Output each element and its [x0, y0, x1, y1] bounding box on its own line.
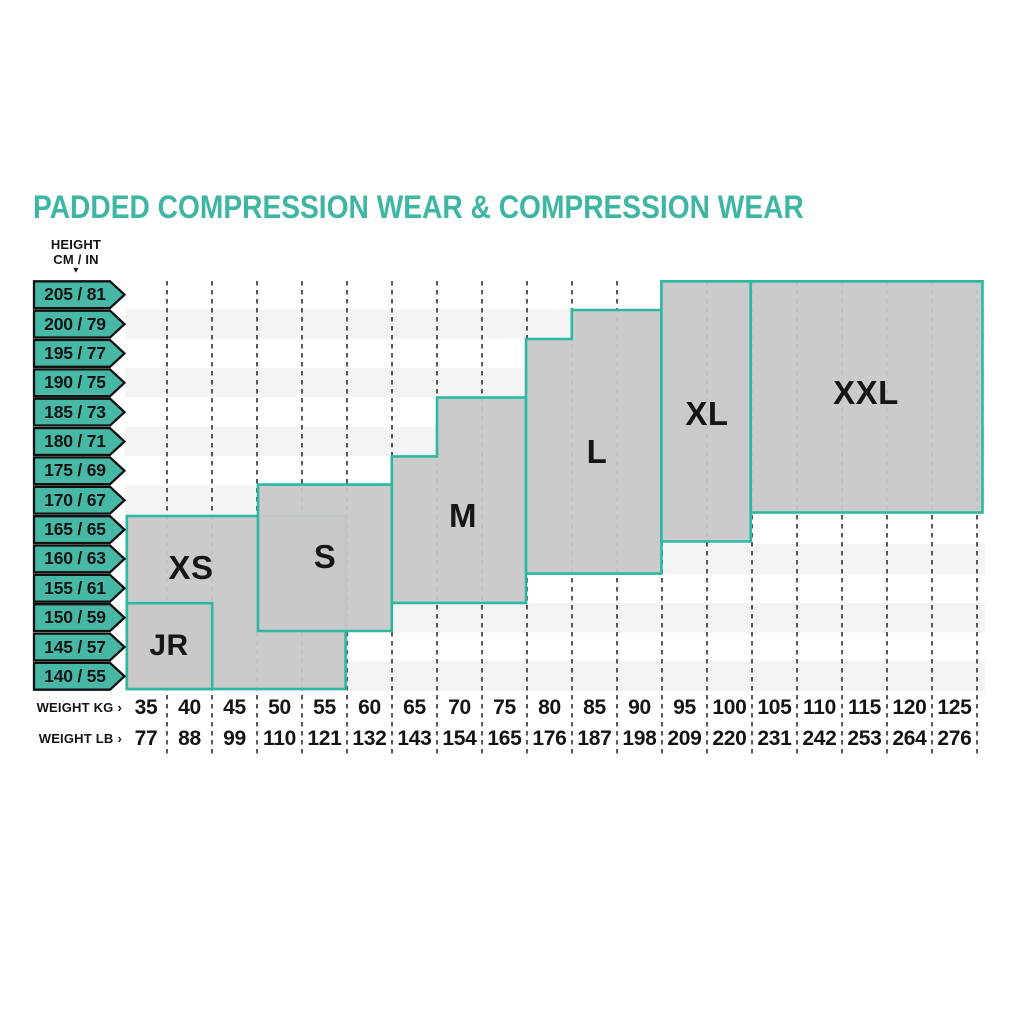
height-badge-label: 185 / 73	[44, 402, 106, 422]
page-title: PADDED COMPRESSION WEAR & COMPRESSION WE…	[33, 189, 804, 225]
weight-lb-value: 165	[487, 726, 522, 750]
weight-kg-value: 70	[448, 695, 471, 719]
height-badge-label: 140 / 55	[44, 666, 106, 686]
height-badge-shape	[32, 456, 127, 486]
height-badge-shape	[32, 515, 127, 545]
weight-lb-value: 88	[178, 726, 201, 750]
height-badge-label: 155 / 61	[44, 578, 106, 598]
weight-lb-axis-text: WEIGHT LB	[38, 731, 114, 746]
height-axis-header-line2: CM / IN	[53, 252, 99, 267]
size-label-l: L	[586, 433, 608, 470]
height-badge-label: 190 / 75	[44, 372, 106, 392]
weight-lb-value: 231	[757, 726, 792, 750]
right-arrow-icon: ›	[117, 700, 122, 715]
weight-lb-value: 176	[532, 726, 567, 750]
weight-kg-axis-text: WEIGHT KG	[36, 700, 114, 715]
size-region-s	[256, 483, 394, 633]
size-region-jr	[125, 601, 214, 691]
weight-kg-value: 85	[583, 695, 606, 719]
right-arrow-icon: ›	[117, 731, 122, 746]
height-badge-shape	[32, 280, 127, 310]
height-badge-shape	[32, 309, 127, 339]
height-badge-label: 180 / 71	[44, 431, 106, 451]
size-region-xl	[660, 280, 752, 543]
height-badge-label: 205 / 81	[44, 284, 106, 304]
height-badges	[32, 280, 127, 691]
weight-kg-value: 40	[178, 695, 201, 719]
weight-kg-value: 105	[757, 695, 792, 719]
weight-kg-value: 110	[803, 695, 836, 719]
size-region-xxl	[749, 280, 984, 514]
weight-kg-value: 65	[403, 695, 426, 719]
weight-lb-value: 121	[307, 726, 342, 750]
height-badge-label: 145 / 57	[44, 637, 106, 657]
weight-kg-value: 35	[134, 695, 158, 719]
height-badge-shape	[32, 368, 127, 398]
height-axis-header: HEIGHT CM / IN ▾	[29, 237, 123, 276]
size-label-xxl: XXL	[833, 374, 899, 411]
weight-kg-value: 55	[313, 695, 336, 719]
height-badge-shape	[32, 603, 127, 633]
weight-kg-axis-label: WEIGHT KG ›	[18, 694, 122, 721]
weight-lb-value: 276	[937, 726, 972, 750]
size-label-s: S	[313, 538, 337, 575]
weight-lb-value: 242	[802, 726, 837, 750]
height-badge-shape	[32, 573, 127, 603]
size-label-xs: XS	[168, 549, 214, 586]
size-regions	[125, 280, 984, 691]
weight-kg-value: 100	[712, 695, 747, 719]
weight-lb-value: 220	[712, 726, 747, 750]
height-badge-label: 200 / 79	[44, 314, 106, 334]
weight-lb-value: 154	[442, 726, 477, 750]
height-badge-label: 175 / 69	[44, 460, 106, 480]
height-axis-header-line1: HEIGHT	[50, 237, 102, 252]
height-badge-shape	[32, 661, 127, 691]
height-badge-shape	[32, 426, 127, 457]
height-badge-shape	[32, 397, 127, 427]
height-badge-label: 160 / 63	[44, 548, 106, 568]
weight-lb-value: 198	[622, 726, 657, 750]
weight-kg-value: 125	[937, 695, 972, 719]
weight-kg-value: 80	[538, 695, 561, 719]
weight-lb-value: 77	[134, 726, 158, 750]
height-badge-shape	[32, 544, 127, 574]
weight-lb-value: 132	[352, 726, 387, 750]
weight-lb-value: 110	[263, 726, 296, 750]
weight-lb-value: 253	[847, 726, 882, 750]
weight-lb-value: 209	[667, 726, 702, 750]
height-badge-shape	[32, 485, 127, 515]
weight-lb-value: 264	[892, 726, 927, 750]
weight-lb-axis-label: WEIGHT LB ›	[18, 725, 122, 752]
down-arrow-icon: ▾	[73, 265, 79, 276]
weight-kg-value: 115	[848, 695, 881, 719]
weight-lb-value: 143	[397, 726, 432, 750]
height-badge-label: 170 / 67	[44, 490, 106, 510]
weight-kg-value: 50	[268, 695, 291, 719]
size-label-xl: XL	[685, 395, 729, 432]
height-badge-shape	[32, 338, 127, 368]
height-badge-label: 165 / 65	[44, 519, 106, 539]
weight-lb-value: 99	[223, 726, 246, 750]
size-label-m: M	[449, 497, 477, 534]
weight-kg-value: 95	[673, 695, 696, 719]
weight-lb-value: 187	[577, 726, 612, 750]
weight-kg-value: 90	[628, 695, 651, 719]
height-badge-label: 195 / 77	[44, 343, 106, 363]
weight-kg-value: 120	[892, 695, 927, 719]
height-badge-label: 150 / 59	[44, 607, 106, 627]
height-badge-shape	[32, 632, 127, 662]
size-label-jr: JR	[149, 629, 189, 662]
weight-kg-value: 45	[223, 695, 246, 719]
weight-kg-value: 60	[358, 695, 381, 719]
weight-kg-value: 75	[493, 695, 516, 719]
